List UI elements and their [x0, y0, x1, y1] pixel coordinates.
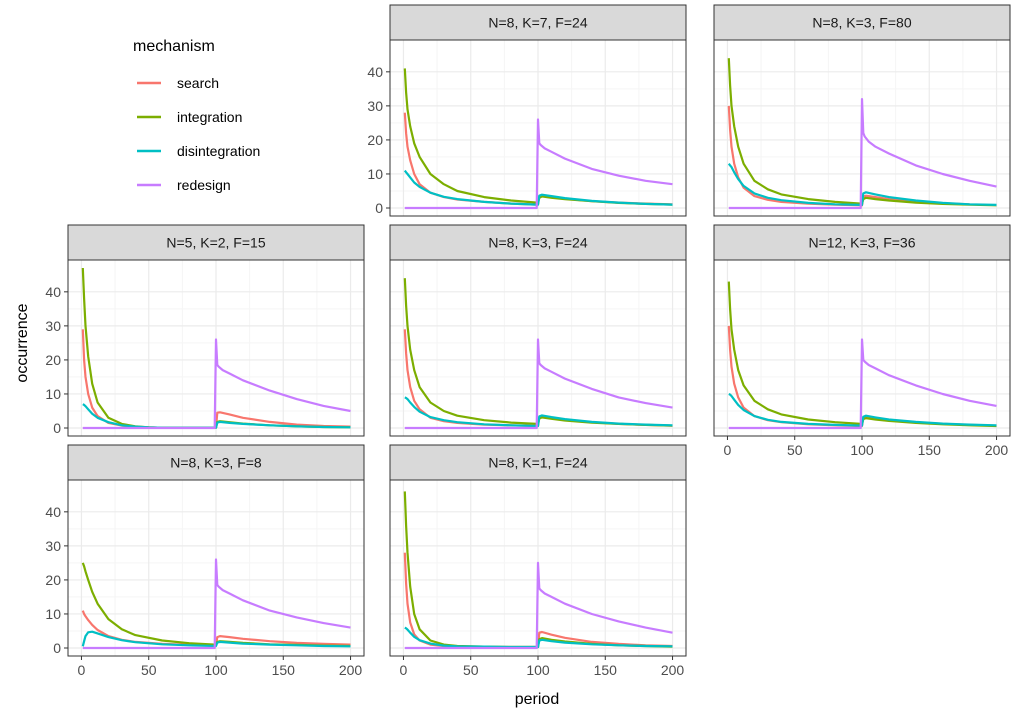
- legend-label: disintegration: [177, 143, 260, 159]
- x-tick-label: 150: [594, 662, 618, 678]
- facet-strip-label: N=8, K=3, F=8: [170, 455, 262, 471]
- y-tick-label: 20: [45, 352, 61, 368]
- series-line-redesign: [82, 558, 351, 650]
- facet-strip: [713, 4, 1011, 41]
- series-line-integration: [727, 281, 997, 428]
- legend-label: integration: [177, 109, 242, 125]
- y-tick-label: 10: [45, 606, 61, 622]
- x-tick-label: 50: [141, 662, 157, 678]
- y-axis-title: occurrence: [14, 303, 31, 382]
- y-tick-label: 30: [45, 318, 61, 334]
- y-tick-label: 0: [375, 200, 383, 216]
- series-line-disintegration: [403, 169, 673, 206]
- y-tick-label: 20: [45, 572, 61, 588]
- x-tick-label: 0: [78, 662, 86, 678]
- facet-strip-label: N=8, K=1, F=24: [488, 455, 587, 471]
- y-tick-label: 40: [367, 64, 383, 80]
- x-axis-title: period: [515, 691, 559, 708]
- x-tick-label: 0: [400, 662, 408, 678]
- legend-title: mechanism: [133, 38, 215, 55]
- x-tick-label: 150: [918, 442, 942, 458]
- series-line-redesign: [82, 338, 351, 430]
- series-line-disintegration: [81, 630, 351, 648]
- panel-border: [389, 39, 687, 217]
- y-tick-label: 40: [45, 504, 61, 520]
- facet-strip: [389, 224, 687, 261]
- facet-strip: [67, 224, 365, 261]
- series-line-integration: [727, 58, 997, 207]
- series-line-disintegration: [727, 163, 997, 206]
- x-tick-label: 0: [724, 442, 732, 458]
- series-line-redesign: [728, 97, 997, 210]
- facet-strip-label: N=8, K=3, F=80: [812, 15, 911, 31]
- x-tick-label: 50: [463, 662, 479, 678]
- x-tick-label: 200: [339, 662, 363, 678]
- x-tick-label: 100: [850, 442, 874, 458]
- x-tick-label: 50: [787, 442, 803, 458]
- series-line-redesign: [404, 561, 673, 650]
- y-tick-label: 10: [45, 386, 61, 402]
- facet-strip: [389, 4, 687, 41]
- series-line-redesign: [728, 338, 997, 430]
- y-tick-label: 0: [53, 640, 61, 656]
- legend-label: redesign: [177, 177, 231, 193]
- facet-strip-label: N=12, K=3, F=36: [808, 235, 915, 251]
- x-tick-label: 200: [661, 662, 685, 678]
- y-tick-label: 20: [367, 132, 383, 148]
- y-tick-label: 40: [45, 284, 61, 300]
- facet-strip-label: N=8, K=7, F=24: [488, 15, 587, 31]
- y-tick-label: 0: [53, 420, 61, 436]
- facet-strip-label: N=8, K=3, F=24: [488, 235, 587, 251]
- panel-border: [713, 39, 1011, 217]
- x-tick-label: 150: [272, 662, 296, 678]
- facet-strip: [713, 224, 1011, 261]
- series-line-disintegration: [404, 396, 673, 428]
- facet-strip: [67, 444, 365, 481]
- y-tick-label: 10: [367, 166, 383, 182]
- legend-label: search: [177, 75, 219, 91]
- x-tick-label: 100: [204, 662, 228, 678]
- series-line-redesign: [404, 118, 673, 210]
- y-tick-label: 30: [45, 538, 61, 554]
- series-line-redesign: [404, 338, 673, 430]
- x-tick-label: 200: [985, 442, 1009, 458]
- panel-border: [389, 259, 687, 437]
- series-line-disintegration: [728, 393, 997, 427]
- panel-border: [67, 259, 365, 437]
- x-tick-label: 100: [526, 662, 550, 678]
- y-tick-label: 30: [367, 98, 383, 114]
- facet-strip-label: N=5, K=2, F=15: [166, 235, 265, 251]
